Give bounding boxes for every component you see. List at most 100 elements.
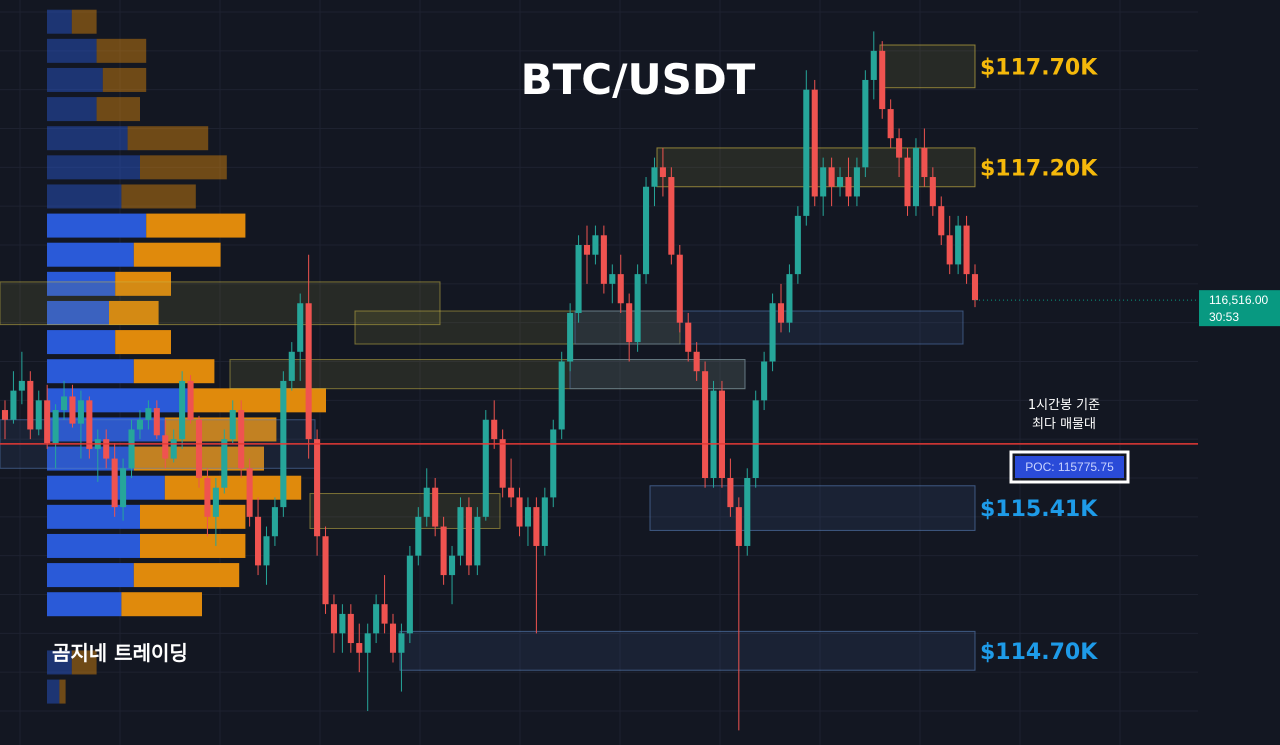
candle-body: [769, 303, 776, 362]
candle-body: [668, 177, 675, 255]
candle-body: [440, 526, 447, 576]
candle-body: [297, 303, 304, 352]
candle-body: [592, 235, 599, 255]
candle-body: [600, 235, 607, 284]
profile-buy-bar: [47, 475, 165, 500]
candle-body: [364, 633, 371, 653]
candle-body: [617, 274, 624, 304]
candle-body: [786, 274, 793, 323]
candle-body: [423, 487, 430, 517]
candle-body: [44, 400, 51, 444]
candle-body: [86, 400, 93, 449]
candle-body: [567, 312, 574, 362]
candle-body: [145, 408, 152, 420]
candle-body: [651, 167, 658, 187]
candle-body: [693, 351, 700, 372]
candle-body: [288, 351, 295, 381]
candle-body: [204, 478, 211, 517]
current-price-countdown: 30:53: [1209, 310, 1239, 324]
candle-body: [853, 167, 860, 197]
candle-body: [955, 225, 962, 265]
candle-body: [238, 410, 245, 469]
candle-body: [111, 458, 118, 508]
profile-sell-bar: [102, 67, 147, 92]
candle-body: [18, 380, 25, 391]
candle-body: [136, 419, 143, 430]
candle-body: [128, 429, 135, 469]
volume-profile: [47, 9, 326, 704]
level-label: $115.41K: [980, 497, 1098, 522]
profile-buy-bar: [47, 446, 134, 471]
zone-box: [0, 281, 441, 326]
candle-body: [887, 109, 894, 139]
watermark: 곰지네 트레이딩: [52, 641, 188, 665]
candle-body: [381, 604, 388, 624]
candle-body: [735, 507, 742, 546]
profile-buy-bar: [47, 67, 103, 92]
candle-body: [499, 439, 506, 488]
candle-body: [879, 50, 886, 110]
profile-sell-bar: [133, 359, 215, 384]
profile-sell-bar: [121, 184, 196, 209]
candle-body: [626, 303, 633, 343]
candle-body: [1, 410, 9, 420]
profile-buy-bar: [47, 563, 134, 588]
profile-sell-bar: [146, 213, 246, 238]
candle-body: [777, 303, 785, 323]
profile-sell-bar: [96, 97, 140, 122]
candles: [1, 31, 979, 731]
profile-sell-bar: [71, 9, 97, 34]
profile-buy-bar: [47, 9, 72, 34]
candle-body: [373, 604, 380, 634]
profile-sell-bar: [59, 679, 66, 704]
profile-buy-bar: [47, 592, 122, 617]
current-price-tag: [1199, 290, 1280, 327]
candle-body: [356, 643, 363, 653]
candle-body: [35, 400, 42, 430]
profile-buy-bar: [47, 38, 97, 63]
level-label: $117.20K: [980, 156, 1098, 181]
profile-buy-bar: [47, 184, 122, 209]
candle-body: [896, 138, 903, 158]
candle-body: [862, 79, 869, 168]
candle-body: [465, 507, 472, 566]
profile-buy-bar: [47, 533, 140, 558]
current-price-label: 116,516.00: [1209, 293, 1268, 307]
candle-body: [406, 555, 413, 634]
candle-body: [533, 507, 540, 546]
candle-body: [187, 380, 194, 420]
candle-body: [929, 177, 936, 207]
profile-sell-bar: [189, 388, 326, 413]
candle-body: [659, 167, 666, 178]
candle-body: [820, 167, 827, 197]
candle-body: [643, 186, 650, 275]
zone-box: [354, 310, 681, 345]
candle-body: [676, 254, 683, 323]
candle-body: [482, 419, 489, 517]
profile-buy-bar: [47, 679, 60, 704]
profile-sell-bar: [121, 592, 202, 617]
profile-buy-bar: [47, 242, 134, 267]
candle-body: [963, 225, 970, 275]
candle-body: [398, 633, 405, 653]
profile-sell-bar: [127, 126, 209, 151]
poc-label-frame: [1009, 450, 1130, 484]
level-box: [879, 44, 976, 89]
candle-body: [69, 396, 76, 424]
candle-body: [305, 303, 312, 440]
candle-body: [828, 167, 835, 187]
candle-body: [803, 89, 810, 216]
candle-body: [744, 478, 751, 546]
candle-body: [52, 410, 59, 444]
candle-body: [516, 497, 523, 527]
candle-body: [938, 206, 945, 236]
profile-buy-bar: [47, 271, 116, 296]
candle-body: [314, 439, 321, 537]
candle-body: [474, 516, 481, 566]
y-axis: 116,516.00 30:53: [975, 290, 1280, 327]
candle-body: [263, 536, 270, 566]
candle-body: [752, 400, 759, 478]
candle-body: [541, 497, 548, 546]
candle-body: [330, 604, 337, 634]
